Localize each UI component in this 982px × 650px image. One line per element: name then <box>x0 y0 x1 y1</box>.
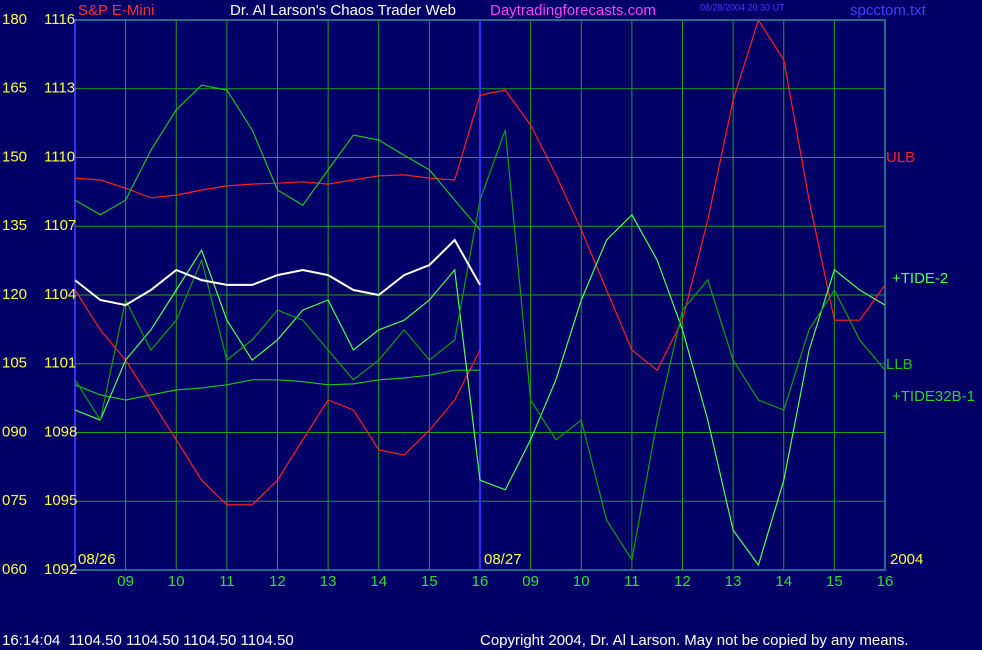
x-tick-label: 15 <box>826 573 843 590</box>
y2-tick-label: 1107 <box>44 217 76 234</box>
chart-subtitle: Daytradingforecasts.com <box>490 2 656 19</box>
x-tick-label: 11 <box>219 573 235 590</box>
series-line <box>75 238 481 307</box>
series-line <box>75 289 481 506</box>
y2-tick-label: 1113 <box>44 80 75 97</box>
x-tick-label: 16 <box>877 573 894 590</box>
y2-tick-label: 1095 <box>44 492 77 509</box>
series-line <box>75 369 480 401</box>
date-label: 08/27 <box>484 551 522 568</box>
y-tick-label: 075 <box>2 492 27 509</box>
x-tick-label: 09 <box>117 573 134 590</box>
x-tick-label: 11 <box>624 573 640 590</box>
y2-tick-label: 1101 <box>44 355 76 372</box>
series-label: +TIDE-2 <box>892 270 948 287</box>
y2-tick-label: 1098 <box>44 423 77 440</box>
x-tick-label: 15 <box>421 573 438 590</box>
y-tick-label: 150 <box>2 148 27 165</box>
date-label: 2004 <box>890 551 923 568</box>
y-tick-label: 120 <box>2 286 27 303</box>
x-tick-label: 14 <box>370 573 387 590</box>
x-tick-label: 10 <box>168 573 185 590</box>
x-tick-label: 13 <box>320 573 337 590</box>
series-label: LLB <box>886 356 913 373</box>
series-label: +TIDE32B-1 <box>892 388 975 405</box>
series-line <box>75 129 885 562</box>
x-tick-label: 10 <box>573 573 590 590</box>
y-tick-label: 165 <box>2 80 27 97</box>
instrument: S&P E-Mini <box>78 2 154 19</box>
x-tick-label: 13 <box>725 573 742 590</box>
y2-tick-label: 1116 <box>44 11 75 28</box>
x-tick-label: 09 <box>522 573 539 590</box>
x-tick-label: 14 <box>775 573 792 590</box>
file-name: spcctom.txt <box>850 2 927 19</box>
y-tick-label: 060 <box>2 561 27 578</box>
y2-tick-label: 1092 <box>44 561 77 578</box>
x-tick-label: 12 <box>269 573 286 590</box>
series-line <box>75 20 885 372</box>
x-tick-label: 16 <box>472 573 489 590</box>
y-tick-label: 105 <box>2 355 27 372</box>
series-line <box>75 213 885 567</box>
y2-tick-label: 1110 <box>44 148 75 165</box>
series-line <box>75 84 481 231</box>
copyright: Copyright 2004, Dr. Al Larson. May not b… <box>480 632 909 649</box>
x-tick-label: 12 <box>674 573 691 590</box>
status-line: 16:14:04 1104.50 1104.50 1104.50 1104.50 <box>2 632 294 649</box>
timestamp: 08/28/2004 20:30 UT <box>700 2 785 12</box>
chart-title: Dr. Al Larson's Chaos Trader Web <box>230 2 456 19</box>
y2-tick-label: 1104 <box>44 286 76 303</box>
date-label: 08/26 <box>78 551 116 568</box>
y-tick-label: 090 <box>2 423 27 440</box>
series-label: ULB <box>886 149 915 166</box>
y-tick-label: 135 <box>2 217 27 234</box>
y-tick-label: 180 <box>2 11 27 28</box>
